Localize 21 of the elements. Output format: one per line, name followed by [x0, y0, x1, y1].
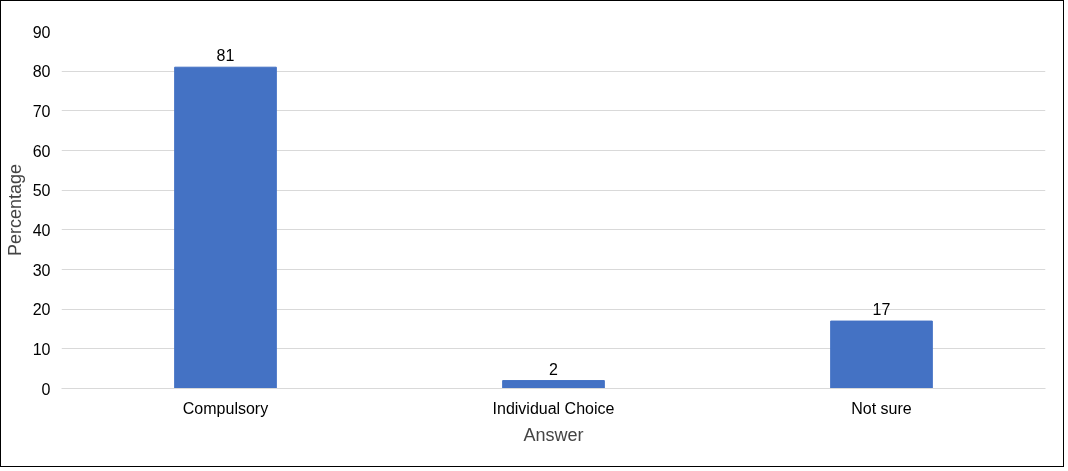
y-tick-label: 30: [32, 261, 51, 279]
y-tick-label: 50: [32, 182, 51, 200]
y-axis-title: Percentage: [4, 163, 25, 257]
data-label: 81: [216, 47, 235, 65]
data-label: 2: [549, 360, 559, 378]
bar: [830, 320, 933, 389]
x-axis-title: Answer: [523, 424, 584, 445]
data-label: 17: [872, 301, 891, 319]
x-tick-label: Not sure: [851, 399, 912, 417]
y-tick-label: 60: [32, 142, 51, 160]
bar: [174, 66, 277, 389]
y-tick-label: 40: [32, 221, 51, 239]
y-tick-label: 80: [32, 63, 51, 81]
bar: [502, 380, 605, 389]
y-tick-label: 20: [32, 301, 51, 319]
x-tick-label: Individual Choice: [492, 399, 615, 417]
x-tick-label: Compulsory: [182, 399, 269, 417]
y-tick-label: 10: [32, 340, 51, 358]
y-tick-label: 70: [32, 102, 51, 120]
y-tick-label: 90: [32, 23, 51, 41]
y-tick-label: 0: [41, 380, 51, 398]
